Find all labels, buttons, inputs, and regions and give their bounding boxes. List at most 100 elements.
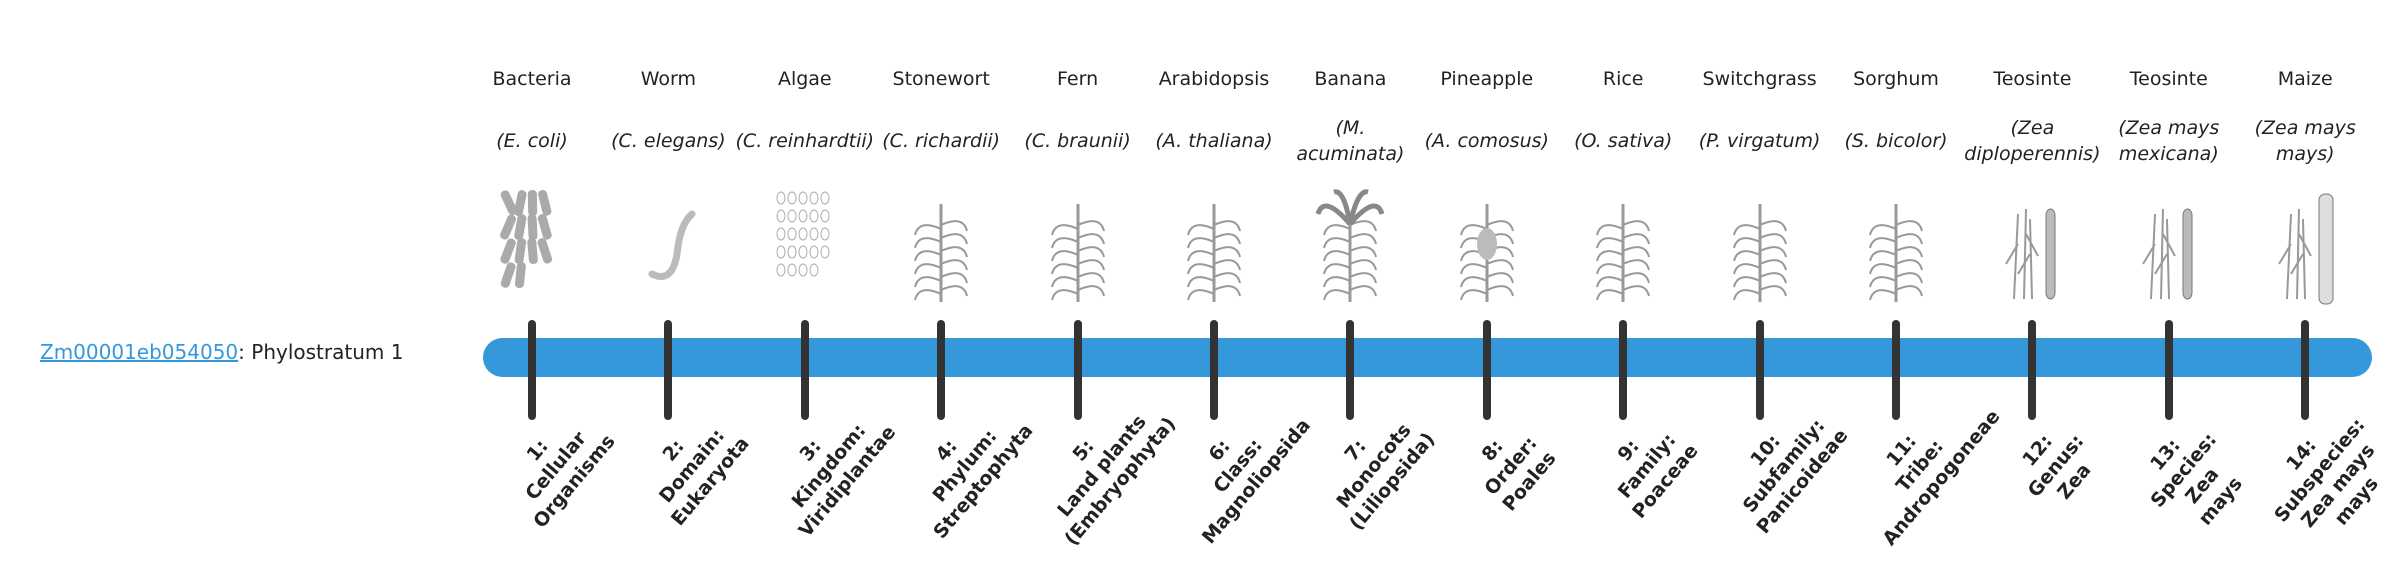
species-text: (Zea mays mays): [2254, 117, 2356, 165]
stratum-tick[interactable]: [1073, 320, 1082, 420]
organism-column: Algae (C. reinhardtii): [735, 66, 875, 306]
phylostratum-text: : Phylostratum 1: [238, 340, 404, 364]
gene-label: Zm00001eb054050: Phylostratum 1: [40, 340, 403, 364]
species-name: (C. reinhardtii): [735, 106, 875, 176]
stratum-tick[interactable]: [2301, 320, 2310, 420]
species-name: (C. braunii): [1008, 106, 1148, 176]
species-text: (Zea diploperennis): [1964, 117, 2101, 165]
stratum-label: 5: Land plants (Embryophyta): [1023, 382, 1181, 551]
organism-name: Stonewort: [892, 68, 990, 90]
banana-image: [1315, 189, 1385, 302]
rice-image: [1596, 204, 1651, 302]
stratum-tick[interactable]: [1755, 320, 1764, 420]
species-name: (Zea mays mays): [2235, 106, 2375, 176]
species-name: (E. coli): [462, 106, 602, 176]
species-text: (A. thaliana): [1155, 130, 1273, 152]
stratum-label: 2: Domain: Eukaryota: [613, 382, 771, 551]
species-name: (C. elegans): [598, 106, 738, 176]
organism-column: Sorghum (S. bicolor): [1826, 66, 1966, 306]
species-text: (A. comosus): [1424, 130, 1549, 152]
species-name: (P. virgatum): [1690, 106, 1830, 176]
worm-image: [648, 210, 696, 280]
bacteria-image: [500, 189, 553, 289]
species-name: (A. thaliana): [1144, 106, 1284, 176]
stratum-label: 14: Subspecies: Zea mays mays: [2241, 386, 2400, 570]
organism-name: Teosinte: [1993, 68, 2072, 90]
stratum-label: 13: Species: Zea mays: [2105, 386, 2281, 570]
organism-column: Maize (Zea mays mays): [2235, 66, 2375, 306]
stratum-tick[interactable]: [937, 320, 946, 420]
teosinte-image: [2005, 208, 2056, 300]
species-text: (O. sativa): [1574, 130, 1673, 152]
stratum-tick[interactable]: [1619, 320, 1628, 420]
phylostrata-bar: [483, 338, 2372, 377]
organism-name: Rice: [1602, 68, 1644, 90]
algae-image: [776, 191, 830, 277]
stratum-tick[interactable]: [1210, 320, 1218, 420]
teosinte-image: [2141, 208, 2193, 300]
organism-name: Pineapple: [1440, 68, 1534, 90]
stratum-label: 8: Order: Poales: [1432, 382, 1590, 551]
stratum-label: 1: Cellular Organisms: [477, 382, 635, 551]
stratum-label: 7: Monocots (Liliopsida): [1295, 382, 1453, 551]
stratum-tick[interactable]: [528, 320, 536, 420]
stratum-tick[interactable]: [800, 320, 809, 420]
arabidopsis-image: [1187, 204, 1241, 302]
stratum-tick[interactable]: [664, 320, 673, 420]
gene-link[interactable]: Zm00001eb054050: [40, 340, 239, 364]
organism-column: Teosinte (Zea diploperennis): [1962, 66, 2102, 306]
stratum-label: 4: Phylum: Streptophyta: [886, 382, 1044, 551]
stratum-label: 6: Class: Magnoliopsida: [1159, 382, 1317, 551]
sorghum-image: [1869, 204, 1923, 302]
species-name: (C. richardii): [871, 106, 1011, 176]
pineapple-image: [1459, 204, 1514, 302]
stratum-tick[interactable]: [2164, 320, 2173, 420]
organism-name: Bacteria: [492, 68, 572, 90]
maize-image: [2278, 193, 2334, 305]
organism-name: Sorghum: [1853, 68, 1939, 90]
stratum-label: 10: Subfamily: Panicoideae: [1705, 382, 1863, 551]
species-text: (E. coli): [496, 130, 568, 152]
fern-image: [1050, 204, 1105, 302]
organism-name: Maize: [2277, 68, 2333, 90]
species-text: (Zea mays mexicana): [2118, 117, 2220, 165]
species-name: (S. bicolor): [1826, 106, 1966, 176]
species-text: (S. bicolor): [1844, 130, 1948, 152]
species-name: (Zea diploperennis): [1962, 106, 2102, 176]
stratum-tick[interactable]: [1482, 320, 1491, 420]
organism-column: Stonewort (C. richardii): [871, 66, 1011, 306]
species-name: (O. sativa): [1553, 106, 1693, 176]
organism-name: Arabidopsis: [1158, 68, 1270, 90]
species-name: (A. comosus): [1417, 106, 1557, 176]
species-text: (M. acuminata): [1296, 117, 1405, 165]
organism-column: Banana (M. acuminata): [1280, 66, 1420, 306]
switchgrass-image: [1732, 204, 1787, 302]
species-name: (M. acuminata): [1280, 106, 1420, 176]
organism-name: Worm: [640, 68, 697, 90]
organism-column: Switchgrass (P. virgatum): [1690, 66, 1830, 306]
stratum-tick[interactable]: [1892, 320, 1900, 420]
organism-column: Arabidopsis (A. thaliana): [1144, 66, 1284, 306]
stratum-tick[interactable]: [1346, 320, 1355, 420]
organism-column: Teosinte (Zea mays mexicana): [2099, 66, 2239, 306]
species-text: (C. elegans): [611, 130, 726, 152]
species-text: (P. virgatum): [1698, 130, 1821, 152]
organism-column: Fern (C. braunii): [1008, 66, 1148, 306]
species-text: (C. richardii): [882, 130, 1001, 152]
stratum-label: 12: Genus: Zea: [1977, 382, 2135, 551]
stratum-label: 9: Family: Poaceae: [1568, 382, 1726, 551]
organism-name: Banana: [1314, 68, 1387, 90]
species-text: (C. braunii): [1024, 130, 1131, 152]
species-name: (Zea mays mexicana): [2099, 106, 2239, 176]
stonewort-image: [914, 204, 969, 302]
stratum-tick[interactable]: [2028, 320, 2037, 420]
stratum-label: 3: Kingdom: Viridiplantae: [750, 382, 908, 551]
organism-column: Pineapple (A. comosus): [1417, 66, 1557, 306]
species-text: (C. reinhardtii): [735, 130, 875, 152]
organism-name: Teosinte: [2129, 68, 2208, 90]
organism-name: Algae: [777, 68, 832, 90]
organism-column: Bacteria (E. coli): [462, 66, 602, 306]
organism-name: Switchgrass: [1702, 68, 1817, 90]
organism-column: Rice (O. sativa): [1553, 66, 1693, 306]
stratum-label: 11: Tribe: Andropogoneae: [1841, 382, 2005, 551]
